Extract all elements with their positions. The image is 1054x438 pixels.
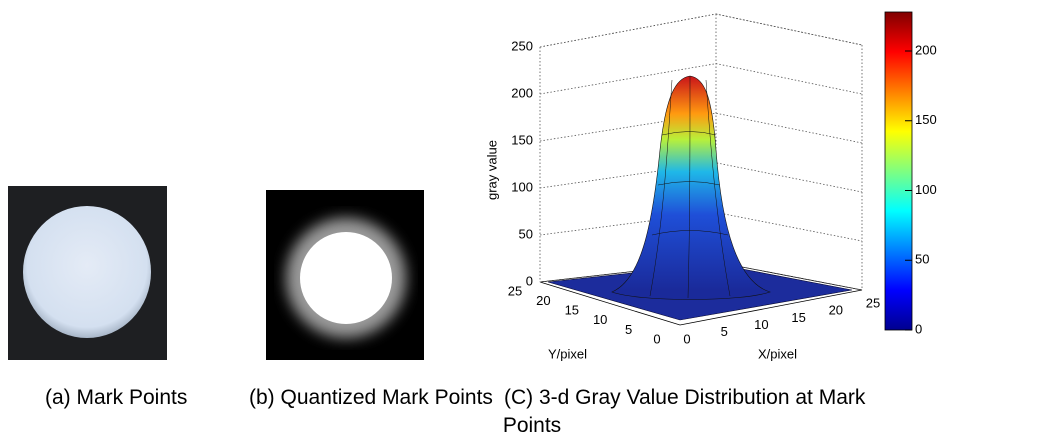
y-axis-label: Y/pixel bbox=[548, 346, 587, 361]
caption: (b) Quantized Mark Points bbox=[249, 386, 493, 409]
colorbar-tick-label: 50 bbox=[915, 252, 929, 267]
grid-line bbox=[539, 13, 863, 48]
caption: (C) 3-d Gray Value Distribution at Mark bbox=[504, 386, 866, 409]
grid-line bbox=[539, 112, 863, 144]
x-tick-label: 25 bbox=[866, 295, 880, 310]
y-tick-label: 20 bbox=[536, 293, 550, 308]
y-tick-label: 0 bbox=[653, 331, 660, 346]
x-tick-label: 20 bbox=[829, 303, 843, 318]
x-tick-label: 5 bbox=[721, 324, 728, 339]
y-tick-label: 25 bbox=[508, 283, 522, 298]
colorbar-tick-label: 100 bbox=[915, 182, 937, 197]
x-tick-label: 10 bbox=[754, 317, 768, 332]
z-tick-label: 200 bbox=[511, 85, 533, 100]
colorbar-tick-label: 0 bbox=[915, 321, 922, 336]
z-axis-label: gray value bbox=[484, 140, 499, 200]
y-tick-label: 5 bbox=[625, 322, 632, 337]
grid-line bbox=[539, 211, 863, 242]
x-tick-label: 0 bbox=[683, 331, 690, 346]
y-tick-label: 10 bbox=[593, 312, 607, 327]
z-tick-label: 0 bbox=[526, 273, 533, 288]
z-tick-label: 100 bbox=[511, 179, 533, 194]
caption: Points bbox=[503, 414, 561, 437]
z-tick-label: 250 bbox=[511, 38, 533, 53]
quantized-image bbox=[266, 190, 424, 360]
mark-image bbox=[8, 186, 167, 360]
colorbar-tick-label: 200 bbox=[915, 42, 937, 57]
x-tick-label: 15 bbox=[791, 310, 805, 325]
z-tick-label: 50 bbox=[519, 226, 533, 241]
grid-line bbox=[539, 162, 863, 193]
x-axis-label: X/pixel bbox=[758, 346, 797, 361]
y-tick-label: 15 bbox=[565, 303, 579, 318]
plot-box bbox=[539, 11, 913, 331]
grid-line bbox=[539, 63, 863, 95]
z-tick-label: 150 bbox=[511, 132, 533, 147]
colorbar-tick-label: 150 bbox=[915, 112, 937, 127]
caption: (a) Mark Points bbox=[45, 386, 187, 409]
